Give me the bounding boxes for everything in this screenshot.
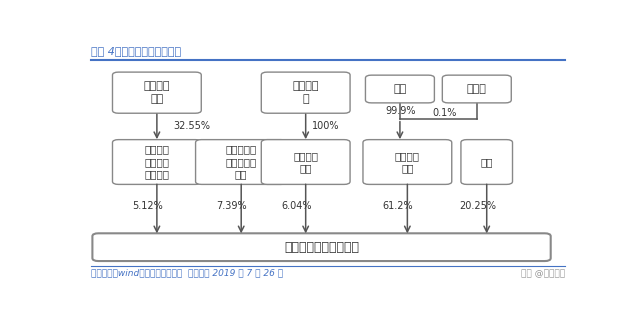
Text: 32.55%: 32.55%: [173, 121, 211, 131]
Text: 100%: 100%: [312, 121, 340, 131]
Text: 其他: 其他: [481, 157, 493, 167]
FancyBboxPatch shape: [261, 72, 350, 113]
Text: 0.1%: 0.1%: [432, 108, 456, 118]
FancyBboxPatch shape: [261, 140, 350, 185]
FancyBboxPatch shape: [442, 75, 511, 103]
FancyBboxPatch shape: [92, 233, 550, 261]
Text: 6.04%: 6.04%: [281, 201, 312, 211]
Text: 深圳招广
投资: 深圳招广 投资: [293, 151, 318, 173]
Text: 7.39%: 7.39%: [216, 201, 247, 211]
Text: 王卫: 王卫: [394, 84, 406, 94]
Text: 林智莹: 林智莹: [467, 84, 487, 94]
Text: 深圳明德
控股: 深圳明德 控股: [395, 151, 420, 173]
FancyBboxPatch shape: [196, 140, 287, 185]
Text: 图表 4：顺丰控股股权结构图: 图表 4：顺丰控股股权结构图: [91, 46, 181, 57]
Text: 资料来源：wind，国盛证泰研究所  注：截止 2019 年 7 月 26 日: 资料来源：wind，国盛证泰研究所 注：截止 2019 年 7 月 26 日: [91, 269, 283, 278]
Text: 招商局集
团: 招商局集 团: [292, 82, 319, 104]
Text: 苏州元禾
控股: 苏州元禾 控股: [143, 82, 170, 104]
Text: 顺丰控股股份有限公司: 顺丰控股股份有限公司: [284, 241, 359, 254]
Text: 61.2%: 61.2%: [383, 201, 413, 211]
Text: 头条 @未来智库: 头条 @未来智库: [521, 269, 565, 278]
FancyBboxPatch shape: [113, 72, 201, 113]
Text: 99.9%: 99.9%: [385, 106, 416, 116]
Text: 宁波顺达丰
润（有限合
伙）: 宁波顺达丰 润（有限合 伙）: [225, 145, 257, 179]
FancyBboxPatch shape: [113, 140, 201, 185]
Text: 5.12%: 5.12%: [132, 201, 163, 211]
FancyBboxPatch shape: [365, 75, 435, 103]
Text: 20.25%: 20.25%: [460, 201, 497, 211]
FancyBboxPatch shape: [363, 140, 452, 185]
Text: 苏州元禾
顺风（有
限合伙）: 苏州元禾 顺风（有 限合伙）: [145, 145, 170, 179]
FancyBboxPatch shape: [461, 140, 513, 185]
